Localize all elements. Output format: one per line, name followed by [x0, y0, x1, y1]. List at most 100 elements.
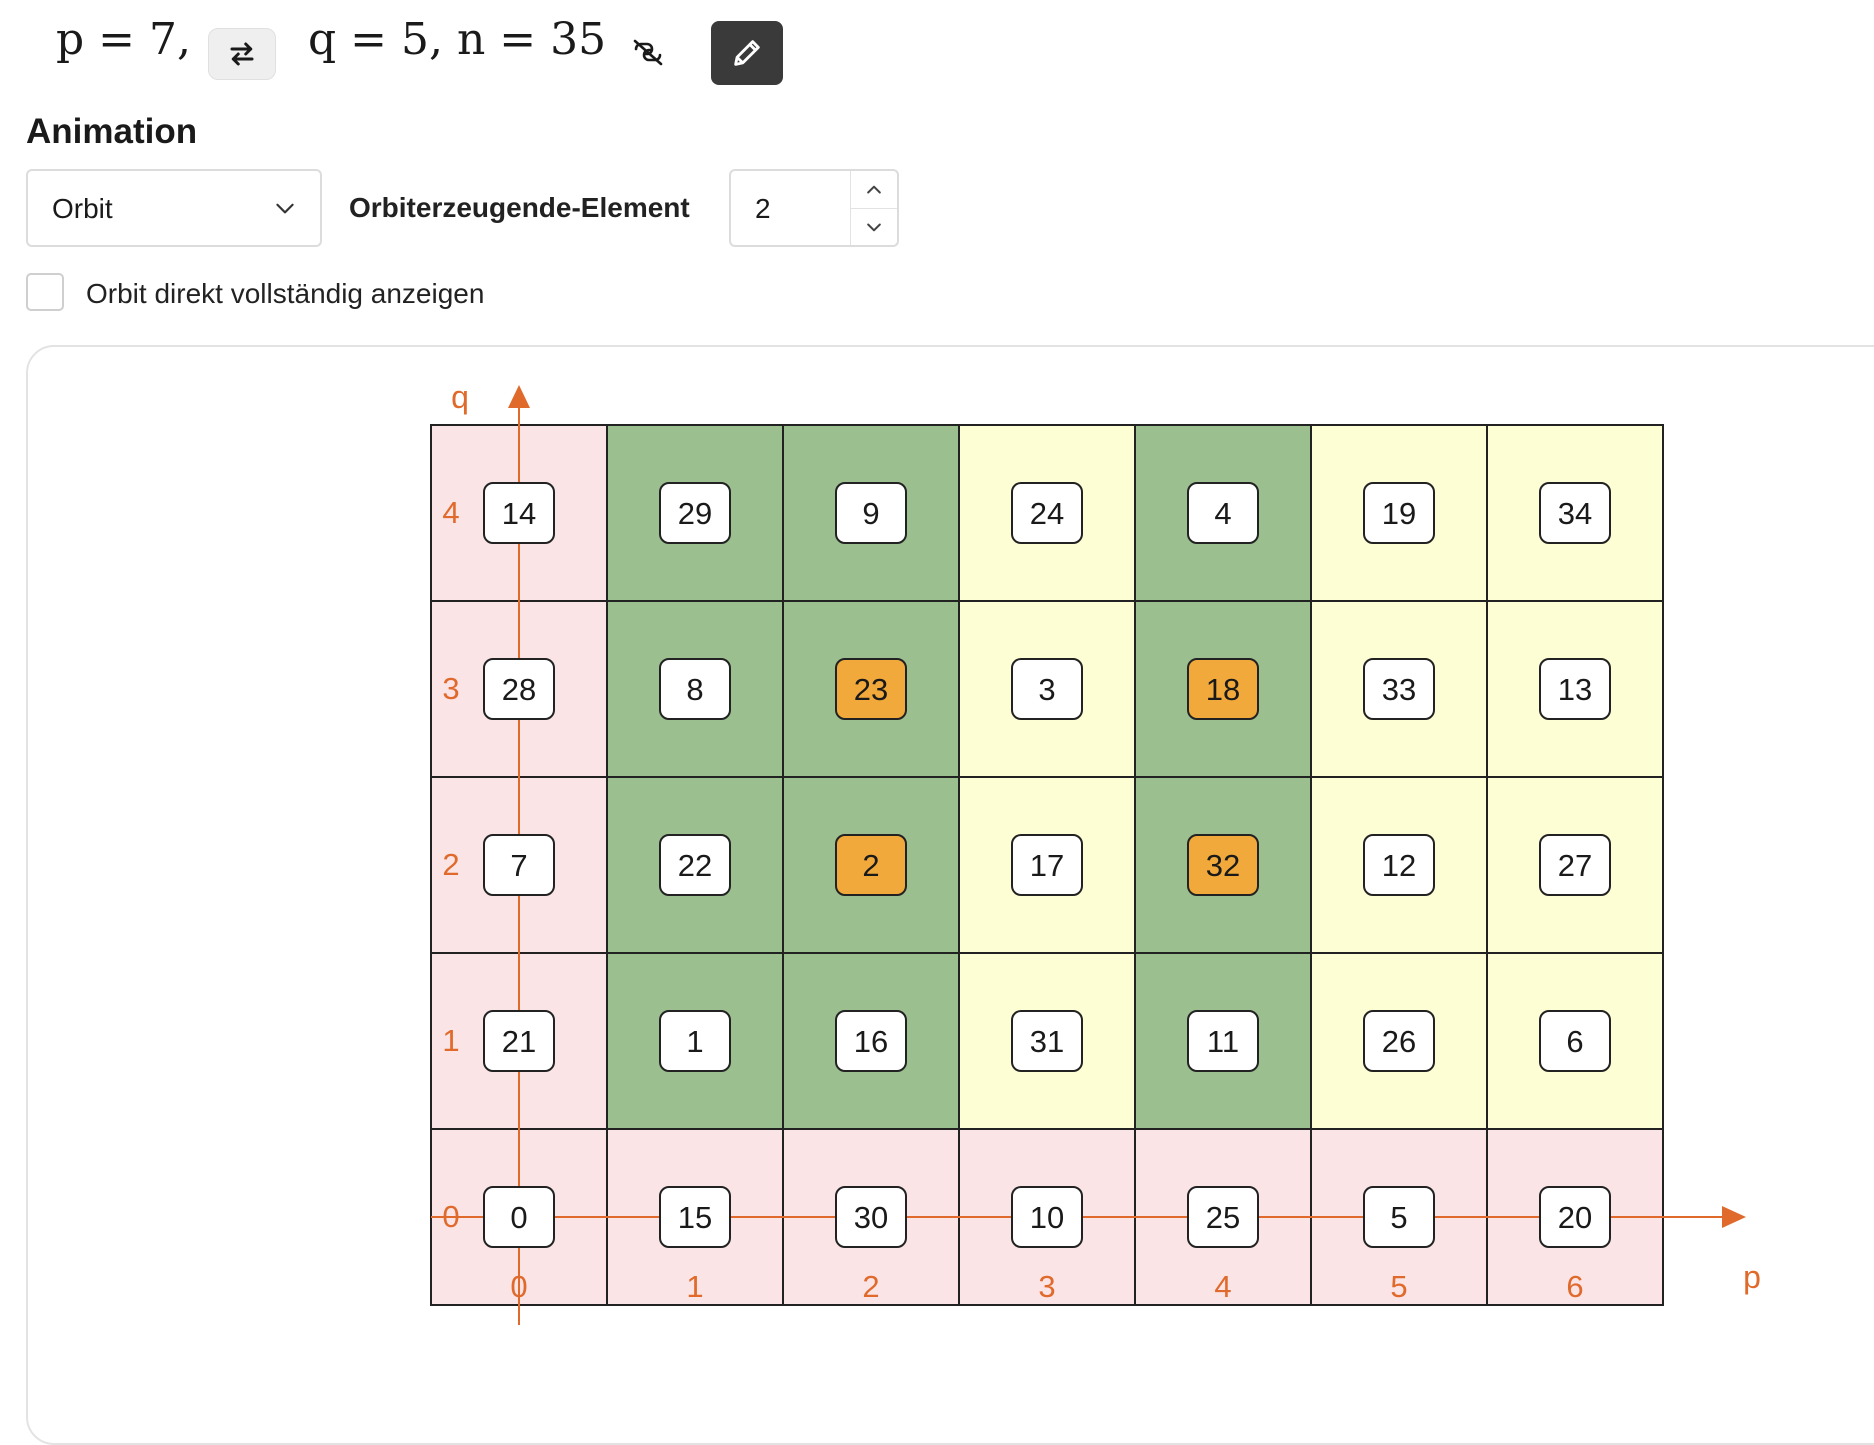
orbit-value-box — [1187, 834, 1259, 896]
value-label: 13 — [1558, 672, 1592, 707]
chevron-up-icon — [867, 185, 881, 193]
show-full-orbit-label: Orbit direkt vollständig anzeigen — [86, 278, 485, 309]
edit-button[interactable] — [711, 21, 783, 85]
p-tick-label: 2 — [862, 1269, 879, 1304]
value-label: 33 — [1382, 672, 1416, 707]
p-tick-label: 3 — [1038, 1269, 1055, 1304]
p-axis-arrow — [1722, 1206, 1746, 1228]
value-label: 19 — [1382, 496, 1416, 531]
p-tick-label: 6 — [1566, 1269, 1583, 1304]
q-tick-label: 4 — [442, 495, 459, 530]
chevron-down-icon — [867, 223, 881, 231]
p-tick-label: 0 — [510, 1269, 527, 1304]
value-box — [483, 1010, 555, 1072]
value-label: 2 — [862, 848, 879, 883]
value-box — [1363, 658, 1435, 720]
swap-arrows-icon — [230, 42, 254, 66]
value-label: 32 — [1206, 848, 1240, 883]
value-label: 25 — [1206, 1200, 1240, 1235]
value-label: 23 — [854, 672, 888, 707]
value-box — [835, 1010, 907, 1072]
value-box — [1011, 658, 1083, 720]
value-label: 17 — [1030, 848, 1064, 883]
value-box — [1011, 482, 1083, 544]
value-label: 3 — [1038, 672, 1055, 707]
value-label: 14 — [502, 496, 536, 531]
value-label: 12 — [1382, 848, 1416, 883]
value-box — [835, 482, 907, 544]
value-box — [483, 834, 555, 896]
chevron-down-icon — [276, 203, 294, 214]
value-box — [1539, 834, 1611, 896]
value-label: 20 — [1558, 1200, 1592, 1235]
value-box — [1363, 1010, 1435, 1072]
value-box — [1539, 1010, 1611, 1072]
animation-heading: Animation — [26, 112, 198, 151]
value-box — [659, 834, 731, 896]
value-label: 10 — [1030, 1200, 1064, 1235]
animation-mode-select[interactable]: Orbit — [26, 169, 322, 247]
value-box — [483, 658, 555, 720]
value-label: 0 — [510, 1200, 527, 1235]
value-label: 1 — [686, 1024, 703, 1059]
value-label: 30 — [854, 1200, 888, 1235]
orbit-value-box — [1187, 658, 1259, 720]
q-axis-arrow — [508, 385, 530, 408]
value-label: 11 — [1207, 1024, 1239, 1059]
value-box — [1363, 834, 1435, 896]
value-label: 24 — [1030, 496, 1064, 531]
value-box — [1011, 1010, 1083, 1072]
stepper-up-button[interactable] — [851, 171, 897, 209]
value-label: 15 — [678, 1200, 712, 1235]
q-tick-label: 0 — [442, 1199, 459, 1234]
value-box — [1187, 482, 1259, 544]
value-label: 34 — [1558, 496, 1592, 531]
value-label: 9 — [862, 496, 879, 531]
swap-button[interactable] — [208, 28, 276, 80]
value-label: 16 — [854, 1024, 888, 1059]
p-tick-label: 5 — [1390, 1269, 1407, 1304]
stepper-down-button[interactable] — [851, 208, 897, 245]
value-label: 18 — [1206, 672, 1240, 707]
value-box — [1539, 658, 1611, 720]
unlink-button[interactable] — [628, 32, 668, 72]
equation-q-n: q = 5, n = 35 — [308, 14, 607, 65]
stepper-arrows — [850, 171, 897, 245]
p-tick-label: 4 — [1214, 1269, 1231, 1304]
p-axis-label: p — [1743, 1259, 1761, 1295]
value-box — [1011, 1186, 1083, 1248]
q-tick-label: 1 — [442, 1023, 459, 1058]
value-box — [1187, 1186, 1259, 1248]
pencil-icon — [734, 40, 760, 66]
value-box — [1187, 1010, 1259, 1072]
value-label: 7 — [510, 848, 527, 883]
value-label: 4 — [1214, 496, 1231, 531]
value-box — [1363, 1186, 1435, 1248]
value-label: 22 — [678, 848, 712, 883]
orbit-value-box — [835, 834, 907, 896]
value-box — [1363, 482, 1435, 544]
value-box — [659, 1186, 731, 1248]
value-label: 27 — [1558, 848, 1592, 883]
value-box — [1011, 834, 1083, 896]
value-label: 6 — [1566, 1024, 1583, 1059]
unlink-icon — [633, 39, 663, 66]
value-label: 5 — [1390, 1200, 1407, 1235]
value-label: 8 — [686, 672, 703, 707]
value-label: 31 — [1030, 1024, 1064, 1059]
generator-value: 2 — [755, 193, 771, 224]
show-full-orbit-checkbox[interactable] — [26, 273, 64, 311]
value-box — [1539, 482, 1611, 544]
value-box — [659, 658, 731, 720]
value-box — [659, 1010, 731, 1072]
value-box — [835, 1186, 907, 1248]
orbit-value-box — [835, 658, 907, 720]
value-label: 28 — [502, 672, 536, 707]
animation-mode-value: Orbit — [52, 193, 113, 224]
value-box — [483, 1186, 555, 1248]
generator-stepper[interactable]: 2 — [729, 169, 899, 247]
q-tick-label: 2 — [442, 847, 459, 882]
value-label: 29 — [678, 496, 712, 531]
p-tick-label: 1 — [686, 1269, 703, 1304]
